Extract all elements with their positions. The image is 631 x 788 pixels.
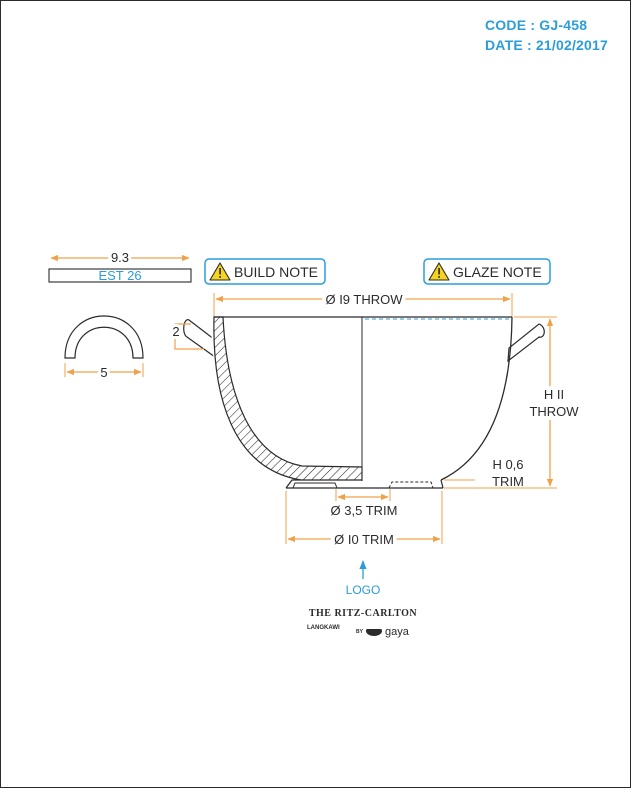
foot-left — [285, 479, 301, 489]
handle-profile-shape — [64, 315, 144, 359]
height-label-line2: THROW — [529, 404, 579, 419]
brand-by: BY — [356, 629, 364, 635]
inner-foot-label: Ø 3,5 TRIM — [331, 503, 398, 518]
build-note-label: BUILD NOTE — [234, 264, 318, 280]
wall-section-hatch — [213, 316, 363, 481]
gaya-logo-icon — [365, 626, 383, 636]
foot-diameter-dimension: Ø I0 TRIM — [285, 491, 443, 551]
dimension-bracket — [174, 323, 204, 350]
handle-profile-width-label: 5 — [100, 365, 107, 380]
spec-date: DATE : 21/02/2017 — [485, 37, 608, 53]
foot-right — [440, 479, 444, 489]
height-dimension: H II THROW — [444, 316, 583, 489]
glaze-note-button[interactable]: GLAZE NOTE — [423, 258, 551, 285]
foot-diameter-label: Ø I0 TRIM — [334, 532, 394, 547]
foot-ring-left — [292, 482, 338, 489]
handle-height-dimension: 2 — [169, 321, 204, 350]
brand-location: LANGKAWI — [307, 625, 340, 631]
outer-profile — [440, 316, 513, 481]
brand-name: THE RITZ-CARLTON — [309, 608, 418, 619]
right-handle — [507, 323, 545, 363]
handle-bar-dimension: 9.3 — [50, 247, 190, 268]
foot-height-label-line1: H 0,6 — [492, 457, 523, 472]
warning-icon — [209, 262, 231, 281]
product-code: CODE : GJ-458 — [485, 17, 588, 33]
glaze-note-label: GLAZE NOTE — [453, 264, 542, 280]
handle-height-label: 2 — [172, 324, 179, 339]
warning-icon — [428, 262, 450, 281]
handle-bar-width-label: 9.3 — [111, 250, 129, 265]
foot-height-dimension: H 0,6 TRIM — [444, 457, 524, 489]
logo-marker-label: LOGO — [346, 583, 381, 597]
height-label-line1: H II — [544, 387, 564, 402]
brand-partner: gaya — [385, 626, 410, 638]
inner-foot-dimension: Ø 3,5 TRIM — [331, 489, 398, 518]
handle-profile-dimension: 5 — [64, 362, 144, 383]
handle-bar-label: EST 26 — [98, 268, 141, 283]
build-note-button[interactable]: BUILD NOTE — [204, 258, 326, 285]
foot-ring-right — [388, 481, 434, 489]
handle-bar — [48, 268, 192, 283]
top-diameter-label: Ø I9 THROW — [325, 292, 403, 307]
top-diameter-dimension: Ø I9 THROW — [213, 288, 513, 317]
foot-height-label-line2: TRIM — [492, 474, 524, 489]
